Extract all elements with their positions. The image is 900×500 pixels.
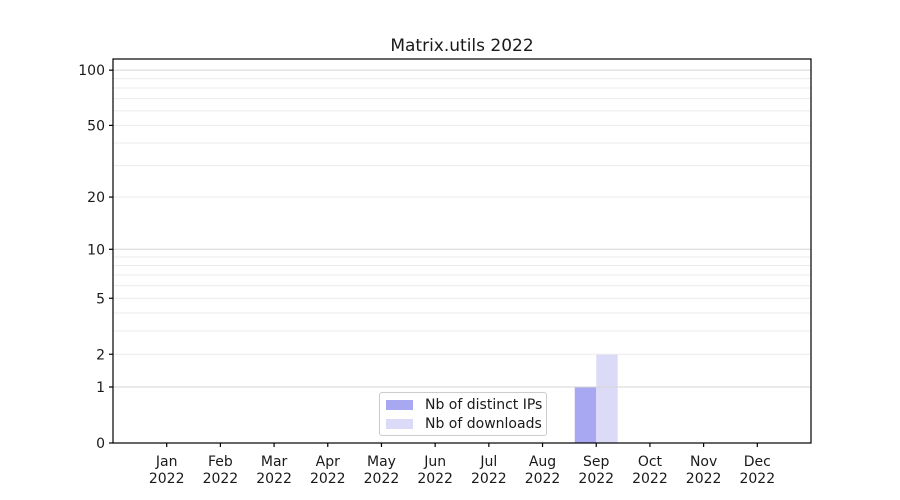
legend-item-distinct-ips: Nb of distinct IPs <box>386 395 543 414</box>
legend-item-downloads: Nb of downloads <box>386 414 542 433</box>
x-tick-label: 2022 <box>578 471 614 487</box>
y-tick-label: 2 <box>96 347 105 363</box>
legend-label-downloads: Nb of downloads <box>425 415 542 432</box>
x-tick-label: Jan <box>155 454 178 470</box>
x-tick-label: Sep <box>583 454 610 470</box>
x-tick-label: 2022 <box>364 471 400 487</box>
chart-legend: Nb of distinct IPs Nb of downloads <box>379 392 547 436</box>
axes-layer <box>112 58 812 444</box>
ticks-layer: 0125102050100Jan2022Feb2022Mar2022Apr202… <box>78 63 775 487</box>
x-tick-label: Mar <box>261 454 288 470</box>
x-tick-label: 2022 <box>256 471 292 487</box>
x-tick-label: Oct <box>638 454 663 470</box>
y-tick-label: 1 <box>96 380 105 396</box>
y-tick-label: 100 <box>78 63 105 79</box>
y-tick-label: 0 <box>96 436 105 452</box>
x-tick-label: 2022 <box>471 471 507 487</box>
x-tick-label: 2022 <box>739 471 775 487</box>
legend-label-distinct-ips: Nb of distinct IPs <box>425 396 543 413</box>
x-tick-label: Aug <box>529 454 556 470</box>
x-tick-label: Jun <box>423 454 446 470</box>
x-tick-label: 2022 <box>525 471 561 487</box>
y-tick-label: 10 <box>87 242 105 258</box>
y-tick-label: 5 <box>96 291 105 307</box>
legend-swatch-distinct-ips <box>386 399 413 410</box>
x-tick-label: Nov <box>690 454 717 470</box>
x-tick-label: 2022 <box>203 471 239 487</box>
y-tick-label: 50 <box>87 118 105 134</box>
plot-border <box>112 58 812 444</box>
x-tick-label: 2022 <box>632 471 668 487</box>
x-tick-label: 2022 <box>686 471 722 487</box>
bar <box>574 387 597 443</box>
y-tick-label: 20 <box>87 190 105 206</box>
chart-title: Matrix.utils 2022 <box>390 36 533 56</box>
x-tick-label: Feb <box>208 454 233 470</box>
bars-layer <box>574 354 618 443</box>
x-tick-label: May <box>367 454 396 470</box>
x-tick-label: 2022 <box>310 471 346 487</box>
x-tick-label: 2022 <box>417 471 453 487</box>
x-tick-label: Apr <box>316 454 340 470</box>
x-tick-label: Jul <box>479 454 497 470</box>
x-tick-label: 2022 <box>149 471 185 487</box>
x-tick-label: Dec <box>744 454 771 470</box>
legend-swatch-downloads <box>386 418 413 429</box>
bar <box>596 354 618 443</box>
grid-layer <box>113 69 811 388</box>
